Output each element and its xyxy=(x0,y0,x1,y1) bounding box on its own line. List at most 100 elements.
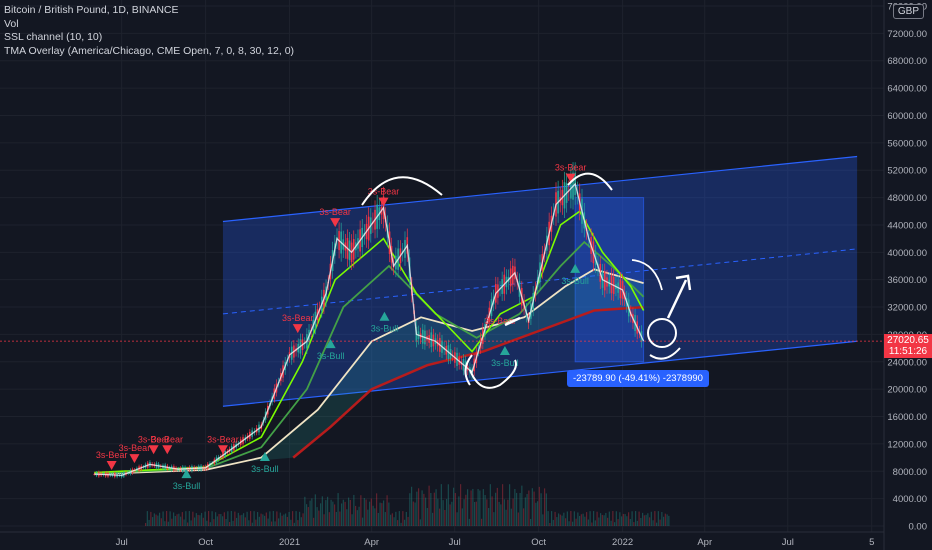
y-tick-label: 4000.00 xyxy=(893,494,927,505)
x-tick-label: Apr xyxy=(364,537,379,548)
volume-bar xyxy=(174,515,176,526)
volume-bar xyxy=(264,515,266,526)
volume-bar xyxy=(435,489,437,526)
volume-bar xyxy=(381,503,383,526)
volume-bar xyxy=(589,511,591,526)
volume-bar xyxy=(377,512,379,526)
y-tick-label: 60000.00 xyxy=(887,111,927,122)
volume-bar xyxy=(496,487,498,526)
volume-bar xyxy=(201,512,203,526)
bear-signal-marker xyxy=(106,461,117,470)
volume-bar xyxy=(220,514,222,526)
volume-bar xyxy=(600,513,602,526)
volume-bar xyxy=(244,517,246,526)
indicator-vol[interactable]: Vol xyxy=(4,17,19,30)
volume-bar xyxy=(486,499,488,526)
volume-bar xyxy=(489,484,491,526)
volume-bar xyxy=(267,518,269,526)
volume-bar xyxy=(612,511,614,526)
volume-bar xyxy=(176,514,178,526)
volume-bar xyxy=(551,511,553,526)
volume-bar xyxy=(540,493,542,526)
volume-bar xyxy=(320,503,322,526)
y-tick-label: 20000.00 xyxy=(887,385,927,396)
volume-bar xyxy=(253,511,255,526)
volume-bar xyxy=(178,513,180,526)
volume-bar xyxy=(453,487,455,526)
volume-bar xyxy=(269,511,271,526)
bear-signal-label: 3s-Bear xyxy=(138,434,170,444)
volume-bar xyxy=(239,515,241,526)
x-tick-label: Oct xyxy=(198,537,213,548)
volume-bar xyxy=(180,516,182,526)
volume-bar xyxy=(643,515,645,526)
volume-bar xyxy=(505,509,507,526)
volume-bar xyxy=(593,511,595,526)
volume-bar xyxy=(577,512,579,526)
volume-bar xyxy=(181,512,183,526)
volume-bar xyxy=(218,513,220,526)
bull-signal-label: 3s-Bull xyxy=(251,464,279,474)
volume-bar xyxy=(566,511,568,526)
volume-bar xyxy=(664,513,666,526)
volume-bar xyxy=(159,512,161,526)
volume-bar xyxy=(437,498,439,526)
volume-bar xyxy=(430,492,432,526)
volume-bar xyxy=(510,508,512,526)
bull-signal-marker xyxy=(379,311,390,321)
symbol-title[interactable]: Bitcoin / British Pound, 1D, BINANCE xyxy=(4,4,179,16)
volume-bar xyxy=(248,520,250,526)
x-tick-label: 2021 xyxy=(279,537,300,548)
volume-bar xyxy=(232,520,234,526)
volume-bar xyxy=(169,511,171,526)
volume-bar xyxy=(608,511,610,526)
volume-bar xyxy=(615,511,617,526)
volume-bar xyxy=(391,513,393,526)
volume-bar xyxy=(365,499,367,526)
volume-bar xyxy=(306,504,308,526)
volume-bar xyxy=(321,496,323,526)
volume-bar xyxy=(533,491,535,526)
channel-upper xyxy=(222,155,858,223)
bar-countdown: 11:51:26 xyxy=(888,346,928,358)
volume-bar xyxy=(416,491,418,526)
currency-button[interactable]: GBP xyxy=(892,4,924,19)
x-tick-label: Oct xyxy=(531,537,546,548)
volume-bar xyxy=(568,521,570,526)
annotation-arrow-head xyxy=(675,274,692,291)
volume-bar xyxy=(530,518,532,526)
volume-bar xyxy=(360,495,362,526)
annotation-arc-bottom-1 xyxy=(469,359,517,389)
annotation-arc-bottom-2 xyxy=(649,347,681,360)
volume-bar xyxy=(482,489,484,526)
x-tick-label: Jul xyxy=(116,537,128,548)
volume-bar xyxy=(428,485,430,526)
volume-bar xyxy=(563,512,565,526)
volume-bar xyxy=(495,492,497,526)
indicator-ssl[interactable]: SSL channel (10, 10) xyxy=(4,31,103,43)
volume-bar xyxy=(528,490,530,526)
volume-bar xyxy=(307,507,309,526)
volume-bar xyxy=(656,522,658,526)
price-line xyxy=(94,182,645,477)
volume-bar xyxy=(405,511,407,526)
volume-bar xyxy=(234,511,236,526)
volume-bar xyxy=(246,511,248,526)
volume-bar xyxy=(647,513,649,526)
volume-bar xyxy=(166,511,168,526)
volume-bar xyxy=(290,519,292,526)
volume-bar xyxy=(148,519,150,526)
indicator-tma[interactable]: TMA Overlay (America/Chicago, CME Open, … xyxy=(4,44,295,57)
volume-bar xyxy=(666,514,668,526)
volume-bar xyxy=(519,492,521,526)
volume-bar xyxy=(281,515,283,526)
volume-bar xyxy=(250,511,252,526)
volume-bar xyxy=(316,507,318,526)
volume-bar xyxy=(456,512,458,526)
volume-bar xyxy=(661,512,663,526)
volume-bar xyxy=(300,517,302,526)
annotation-bracket xyxy=(464,354,473,386)
volume-bar xyxy=(631,511,633,526)
volume-bar xyxy=(411,486,413,526)
